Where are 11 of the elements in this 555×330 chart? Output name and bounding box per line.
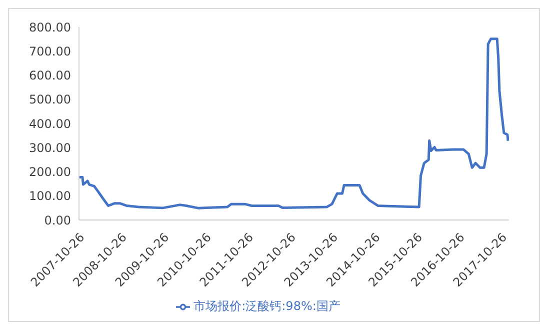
- y-tick-label: 100.00: [29, 189, 71, 204]
- legend-label: 市场报价:泛酸钙:98%:国产: [194, 299, 340, 313]
- y-tick-label: 500.00: [29, 92, 71, 107]
- y-tick-label: 400.00: [29, 116, 71, 131]
- y-tick-label: 200.00: [29, 165, 71, 180]
- y-tick-label: 0.00: [44, 213, 71, 228]
- y-tick-label: 800.00: [29, 20, 71, 34]
- y-tick-label: 600.00: [29, 68, 71, 83]
- line-series: [79, 38, 509, 210]
- y-tick-label: 300.00: [29, 140, 71, 155]
- y-tick-label: 700.00: [29, 44, 71, 58]
